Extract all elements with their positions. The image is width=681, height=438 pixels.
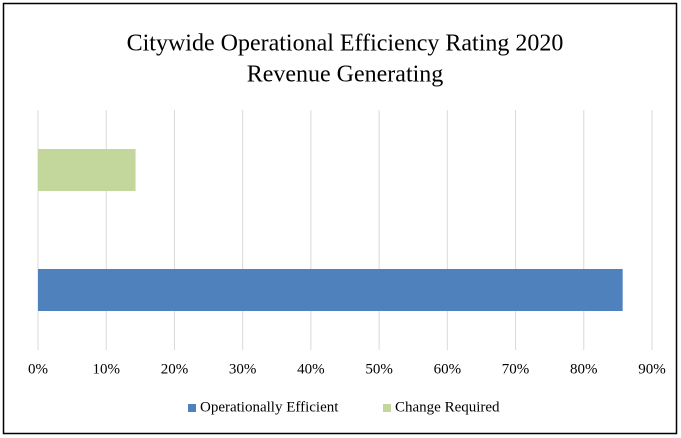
legend-swatch (188, 404, 196, 412)
bar (38, 269, 623, 311)
chart-subtitle: Revenue Generating (247, 62, 444, 88)
x-tick-label: 60% (434, 361, 462, 377)
x-tick-label: 50% (365, 361, 393, 377)
x-tick-label: 10% (92, 361, 120, 377)
x-tick-label: 20% (161, 361, 189, 377)
chart-title: Citywide Operational Efficiency Rating 2… (127, 31, 564, 57)
x-tick-label: 0% (28, 361, 48, 377)
x-tick-label: 30% (229, 361, 257, 377)
x-tick-label: 80% (570, 361, 598, 377)
legend-label: Operationally Efficient (200, 399, 339, 415)
bar (38, 149, 136, 191)
x-tick-label: 40% (297, 361, 325, 377)
legend-label: Change Required (395, 399, 500, 415)
legend-swatch (383, 404, 391, 412)
x-tick-label: 70% (502, 361, 530, 377)
x-tick-label: 90% (638, 361, 666, 377)
